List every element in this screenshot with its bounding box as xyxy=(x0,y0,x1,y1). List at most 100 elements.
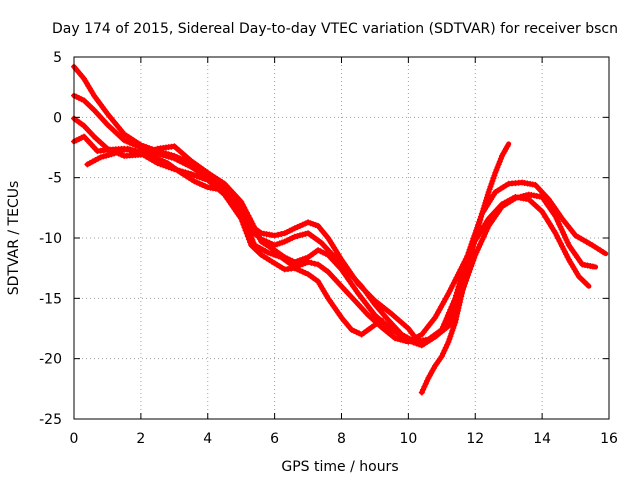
data-point xyxy=(558,226,565,233)
data-point xyxy=(119,147,126,154)
data-point xyxy=(394,335,401,342)
data-point xyxy=(452,319,459,326)
y-axis-label: SDTVAR / TECUs xyxy=(6,181,22,296)
data-point xyxy=(105,152,112,158)
data-point xyxy=(481,202,488,209)
data-point xyxy=(123,138,130,145)
data-point xyxy=(600,249,606,255)
data-point xyxy=(149,147,155,154)
data-point xyxy=(297,222,303,229)
data-point xyxy=(583,281,590,288)
data-point xyxy=(202,183,209,190)
data-point xyxy=(482,200,489,206)
data-point xyxy=(450,279,457,286)
data-point xyxy=(243,223,250,230)
data-point xyxy=(464,267,471,274)
data-point xyxy=(103,152,110,159)
data-point xyxy=(496,158,503,165)
data-point xyxy=(126,139,133,146)
data-point xyxy=(491,172,498,179)
data-point xyxy=(466,258,473,265)
data-point xyxy=(271,232,278,239)
data-point xyxy=(444,312,451,319)
data-point xyxy=(477,216,484,223)
data-point xyxy=(240,215,247,222)
data-point xyxy=(129,140,136,147)
data-point xyxy=(199,175,206,182)
data-point xyxy=(448,330,455,337)
series-track-6 xyxy=(418,141,512,396)
data-point xyxy=(124,145,131,152)
x-tick-label: 6 xyxy=(270,431,279,447)
data-point xyxy=(291,225,298,232)
data-point xyxy=(473,229,480,235)
data-point xyxy=(490,175,497,182)
data-point xyxy=(299,221,306,228)
data-point xyxy=(165,153,172,160)
data-point xyxy=(231,194,238,200)
data-point xyxy=(467,252,474,259)
data-point xyxy=(299,261,306,268)
data-point xyxy=(291,233,298,240)
data-point xyxy=(446,336,453,342)
data-point xyxy=(116,148,123,155)
data-point xyxy=(135,148,142,155)
data-point xyxy=(441,321,448,327)
data-point xyxy=(121,146,128,153)
y-tick-label: 0 xyxy=(53,110,62,126)
data-point xyxy=(462,273,469,280)
data-point xyxy=(234,202,241,208)
x-axis-label: GPS time / hours xyxy=(281,459,398,475)
x-tick-label: 10 xyxy=(399,431,417,447)
data-point xyxy=(264,249,271,256)
data-point xyxy=(299,268,306,275)
data-point xyxy=(291,264,298,270)
x-tick-label: 0 xyxy=(70,431,79,447)
data-point xyxy=(473,232,480,238)
data-point xyxy=(299,231,306,238)
data-point xyxy=(242,220,249,227)
data-point xyxy=(478,213,485,220)
data-point xyxy=(493,167,500,173)
axis-ticks xyxy=(73,56,610,420)
data-point xyxy=(471,237,478,244)
data-point xyxy=(449,327,456,334)
data-point xyxy=(275,231,281,238)
data-point xyxy=(297,262,303,268)
data-point xyxy=(297,267,303,274)
data-point xyxy=(465,261,472,268)
series-track-5 xyxy=(84,145,592,345)
data-point xyxy=(202,176,208,183)
data-point xyxy=(193,173,200,180)
data-point xyxy=(480,205,487,212)
data-point xyxy=(278,231,285,237)
data-point xyxy=(475,222,482,229)
y-tick-label: -10 xyxy=(39,231,62,247)
data-point xyxy=(308,259,315,266)
data-point xyxy=(495,161,502,168)
data-point xyxy=(302,270,309,276)
data-point xyxy=(157,151,164,158)
data-point xyxy=(267,250,274,257)
data-point xyxy=(311,260,318,267)
data-point xyxy=(137,149,144,156)
data-point xyxy=(400,337,406,344)
y-tick-label: -15 xyxy=(39,291,62,307)
data-point xyxy=(161,159,168,165)
data-point xyxy=(438,353,445,360)
data-point xyxy=(469,246,476,253)
data-point xyxy=(480,233,487,240)
data-point xyxy=(413,340,420,347)
data-point xyxy=(148,153,155,160)
data-point xyxy=(474,225,481,232)
x-tick-label: 16 xyxy=(600,431,618,447)
data-point xyxy=(447,317,454,324)
data-point xyxy=(458,264,465,270)
data-point xyxy=(196,180,203,187)
data-point xyxy=(163,152,169,159)
data-point xyxy=(132,147,139,154)
data-point xyxy=(233,199,240,206)
data-series xyxy=(71,63,609,396)
x-tick-label: 4 xyxy=(203,431,212,447)
